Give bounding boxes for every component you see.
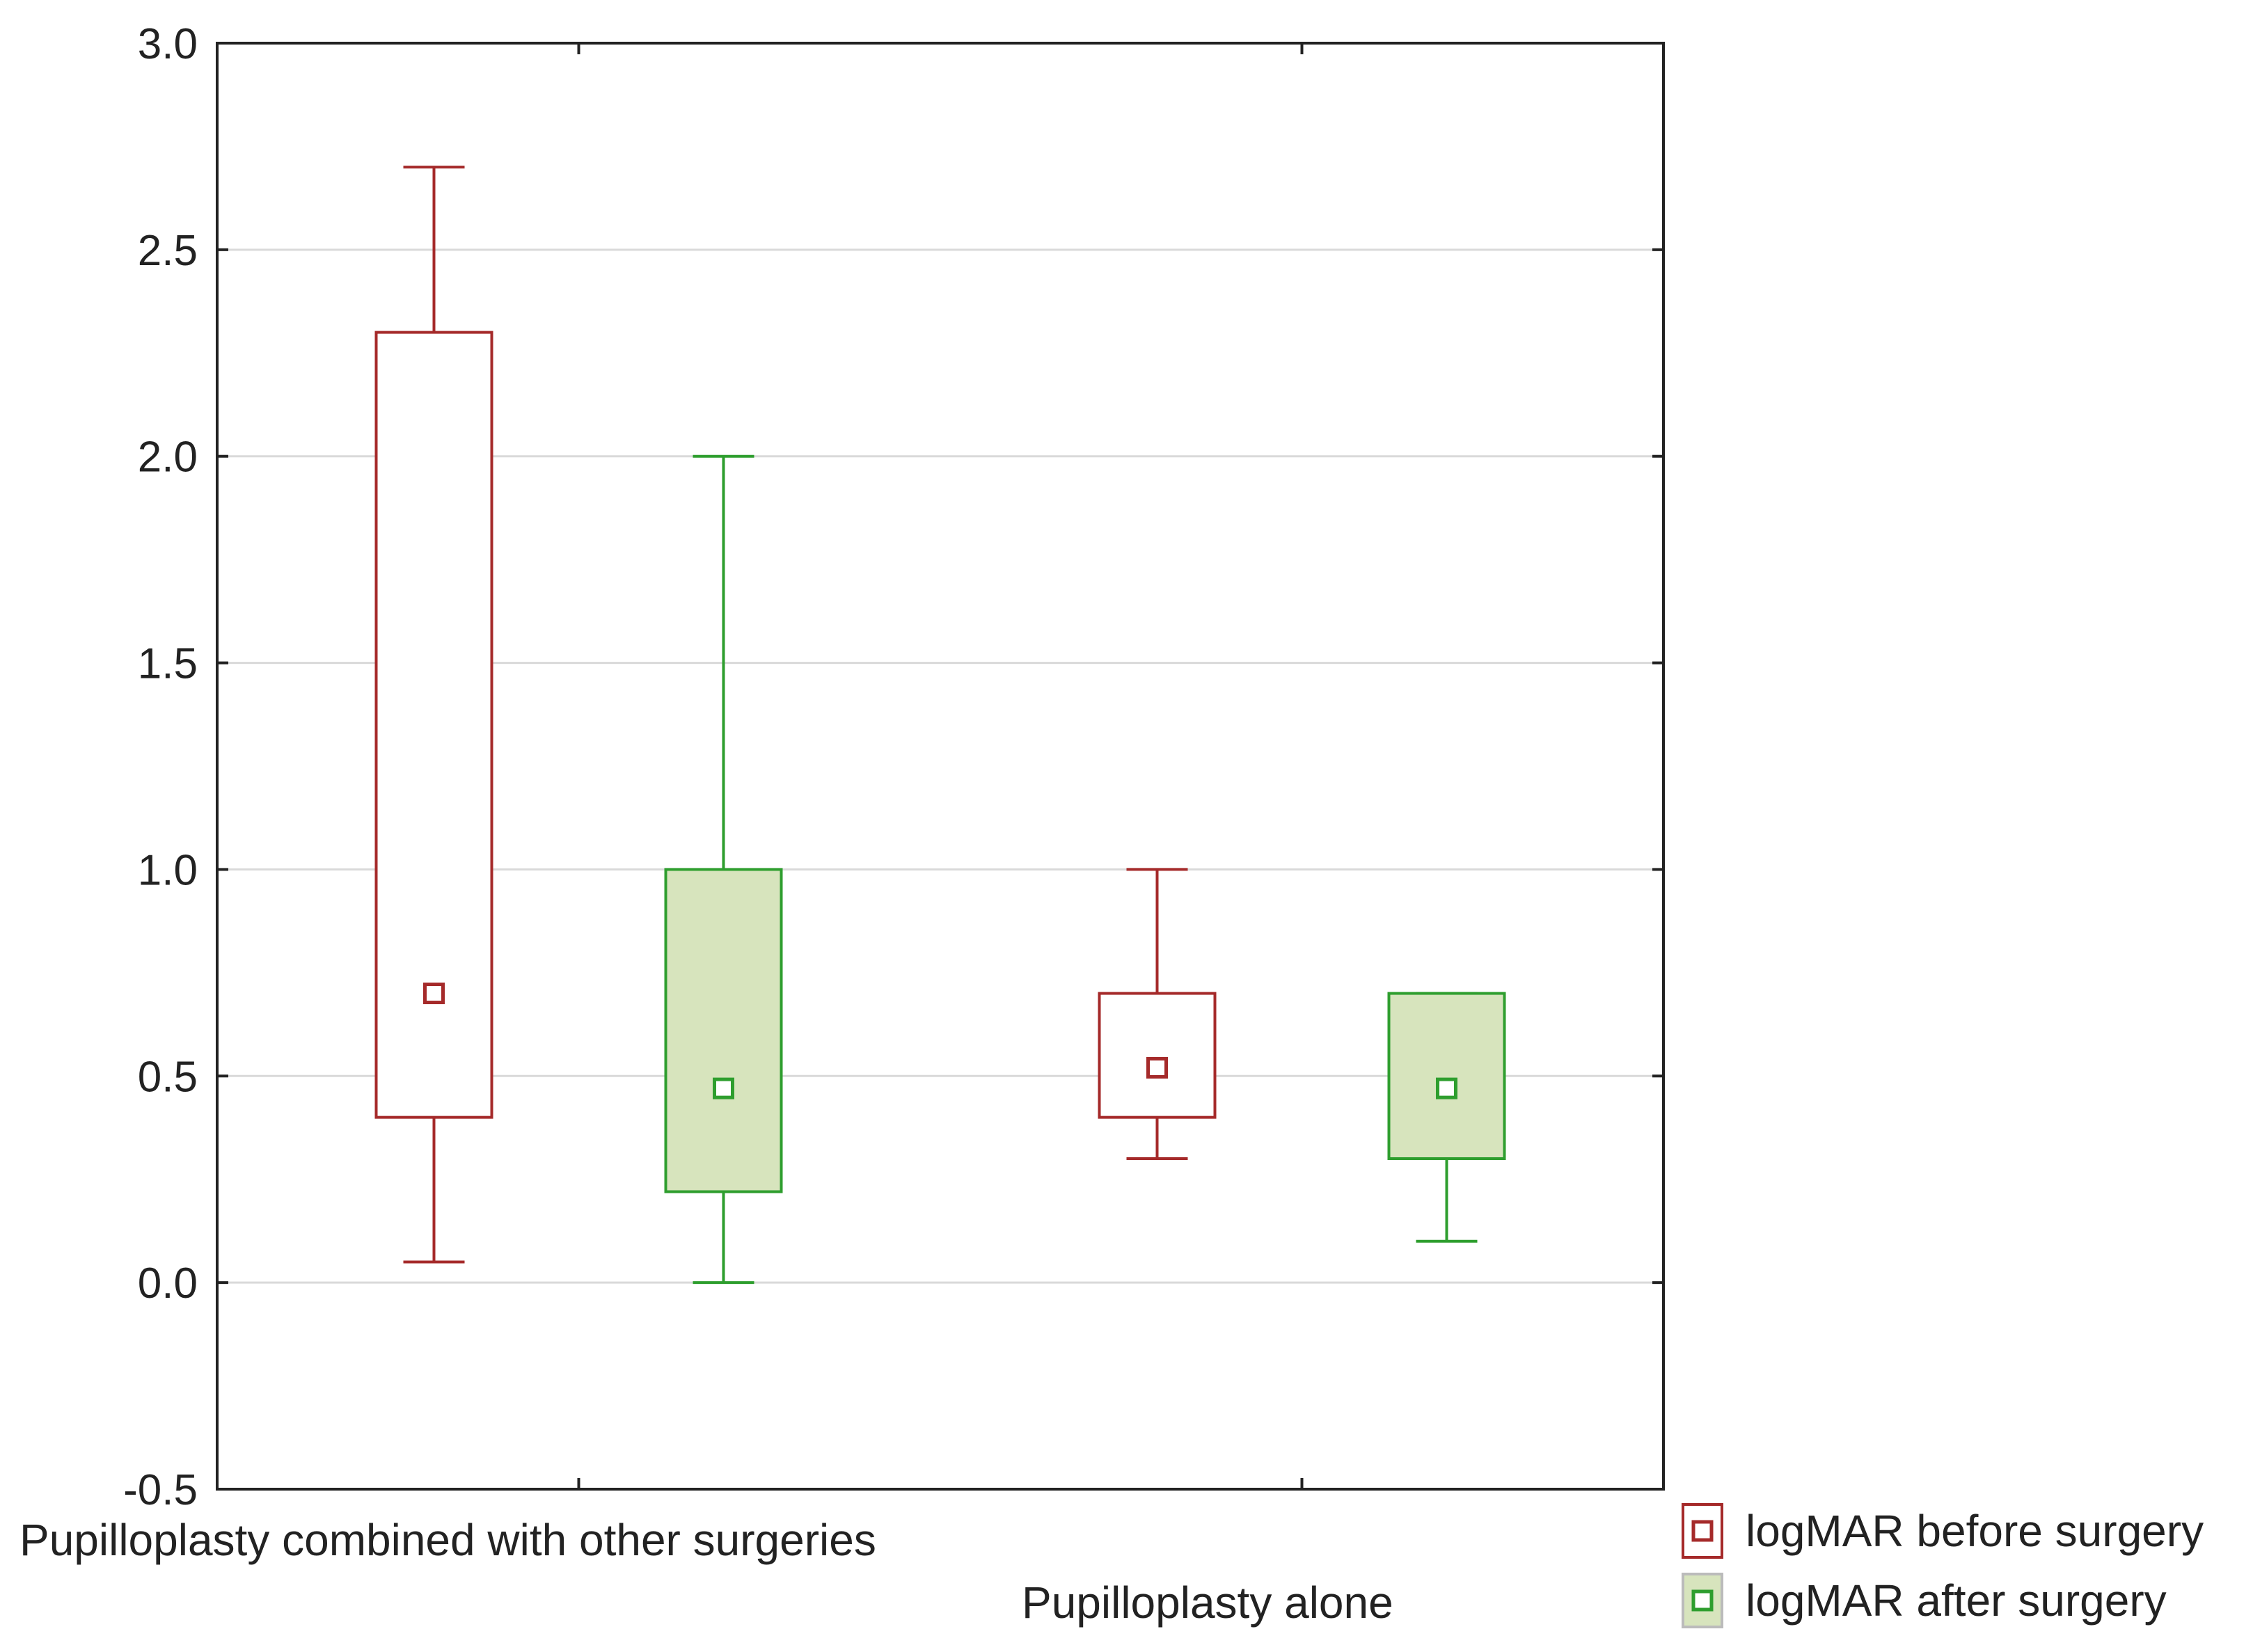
legend: logMAR before surgery logMAR after surger…	[1682, 1503, 2204, 1628]
y-tick-label: 1.0	[138, 846, 198, 894]
y-tick-label: 1.5	[138, 640, 198, 688]
legend-marker	[1691, 1589, 1714, 1612]
plot-area-frame	[216, 42, 1665, 1491]
box-body	[664, 868, 783, 1193]
median-marker	[1146, 1056, 1168, 1079]
median-marker	[713, 1077, 734, 1099]
box-body	[1387, 992, 1506, 1161]
y-axis: -0.5 0.0 0.5 1.0 1.5 2.0 2.5 3.0	[123, 20, 1663, 1514]
legend-label: logMAR after surgery	[1746, 1575, 2167, 1626]
y-tick-label: 3.0	[138, 20, 198, 68]
y-tick-label: 2.5	[138, 227, 198, 275]
median-marker	[1436, 1077, 1457, 1099]
box-1-1	[1387, 992, 1506, 1243]
x-category-label: Pupilloplasty combined with other surger…	[19, 1515, 876, 1565]
x-category-label: Pupilloplasty alone	[1022, 1578, 1393, 1628]
x-axis: Pupilloplasty combined with other surger…	[19, 43, 1393, 1628]
y-tick-label: 2.0	[138, 434, 198, 482]
box-1-0	[664, 454, 783, 1285]
box-series	[374, 166, 1506, 1285]
y-tick-label: 0.0	[138, 1260, 198, 1308]
median-marker	[423, 983, 445, 1005]
y-tick-label: -0.5	[123, 1466, 198, 1514]
box-body	[1098, 992, 1217, 1119]
legend-marker	[1691, 1520, 1714, 1542]
box-0-1	[1098, 868, 1217, 1161]
box-0-0	[374, 166, 493, 1264]
legend-label: logMAR before surgery	[1746, 1506, 2204, 1556]
y-tick-label: 0.5	[138, 1053, 198, 1101]
